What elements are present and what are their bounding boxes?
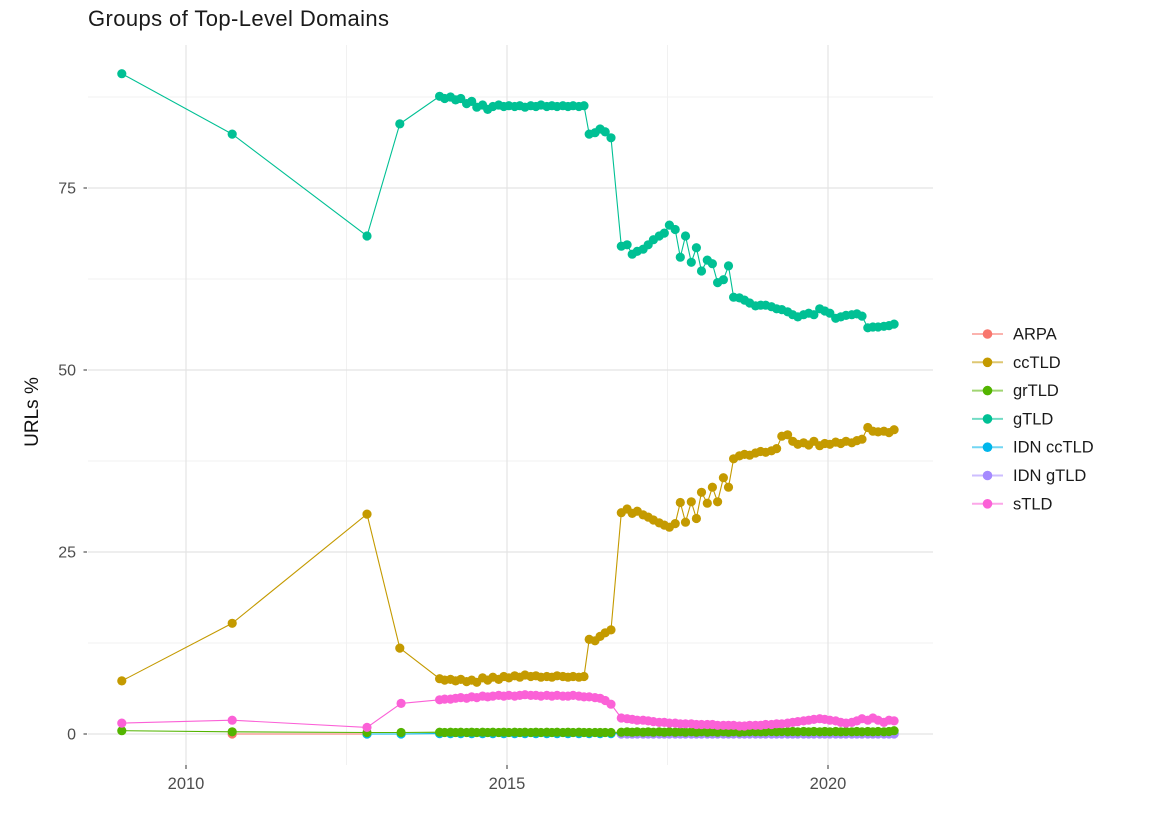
legend-key-dot <box>982 414 993 424</box>
data-point <box>702 498 712 508</box>
data-point <box>579 671 589 682</box>
legend-item-grtld: grTLD <box>972 382 1059 400</box>
series-gtld <box>117 69 899 333</box>
data-point <box>622 240 632 250</box>
data-point <box>579 101 589 111</box>
legend-key-dot <box>982 499 993 509</box>
data-point <box>713 497 723 507</box>
legend-label: ccTLD <box>1013 354 1061 372</box>
data-point <box>809 310 819 320</box>
legend-key-dot <box>982 329 993 339</box>
data-point <box>857 311 867 321</box>
data-point <box>718 275 729 285</box>
data-point <box>707 259 718 269</box>
legend-label: IDN gTLD <box>1013 467 1086 485</box>
chart-legend: ARPA ccTLD grTLD gTLD IDN ccTLD IDN gTLD sTLD <box>972 326 1094 513</box>
data-point <box>680 231 691 241</box>
data-point <box>696 487 707 497</box>
legend-key-dot <box>982 357 993 368</box>
series-grtld <box>117 726 899 738</box>
data-point <box>117 676 127 686</box>
x-tick-label: 2015 <box>489 775 526 793</box>
data-point <box>675 497 685 508</box>
major-gridlines <box>88 45 933 765</box>
legend-item-stld: sTLD <box>972 495 1053 513</box>
data-point <box>857 434 867 444</box>
data-point <box>117 726 127 736</box>
data-point <box>889 716 899 726</box>
data-point <box>691 513 702 524</box>
legend-key-dot <box>982 442 993 453</box>
data-point <box>723 482 734 492</box>
data-point <box>659 228 669 238</box>
x-tick-label: 2020 <box>810 775 847 793</box>
data-point <box>117 69 127 79</box>
legend-item-idn-gtld: IDN gTLD <box>972 467 1086 485</box>
data-point <box>395 643 405 653</box>
data-point <box>396 727 406 738</box>
data-point <box>227 727 237 737</box>
data-point <box>606 727 616 738</box>
series-stld <box>117 690 899 733</box>
legend-label: IDN ccTLD <box>1013 439 1094 457</box>
legend-key-dot <box>982 385 993 396</box>
data-point <box>680 517 691 527</box>
legend-item-idn-cctld: IDN ccTLD <box>972 439 1094 457</box>
legend-item-arpa: ARPA <box>972 326 1057 344</box>
data-point <box>889 425 899 435</box>
data-point <box>723 261 734 271</box>
data-point <box>686 497 696 507</box>
data-point <box>227 129 237 139</box>
data-point <box>686 257 696 267</box>
data-point <box>691 243 702 253</box>
legend-item-cctld: ccTLD <box>972 354 1061 372</box>
chart-title: Groups of Top-Level Domains <box>88 6 390 31</box>
data-point <box>707 482 718 492</box>
data-point <box>889 319 899 329</box>
y-tick-label: 75 <box>58 181 76 198</box>
data-point <box>117 718 127 728</box>
legend-label: grTLD <box>1013 382 1059 400</box>
legend-item-gtld: gTLD <box>972 410 1053 428</box>
data-point <box>606 133 616 143</box>
data-point <box>362 722 372 733</box>
data-point <box>227 715 237 725</box>
data-point <box>362 231 372 241</box>
data-point <box>718 473 729 483</box>
data-point <box>889 726 899 736</box>
series-arpa <box>227 729 372 739</box>
data-point <box>362 509 372 519</box>
y-tick-label: 0 <box>67 727 76 744</box>
y-tick-label: 25 <box>58 545 76 562</box>
data-point <box>227 618 237 628</box>
data-point <box>396 698 406 709</box>
y-tick-label: 50 <box>58 363 76 380</box>
data-point <box>600 127 610 137</box>
x-axis-tick-labels: 2010 2015 2020 <box>168 775 847 793</box>
data-point <box>395 119 405 129</box>
axis-ticks <box>83 187 829 769</box>
series-cctld <box>117 422 899 687</box>
legend-label: gTLD <box>1013 410 1053 428</box>
minor-gridlines <box>88 45 933 765</box>
legend-label: ARPA <box>1013 326 1057 344</box>
y-axis-tick-labels: 0 25 50 75 <box>58 181 76 744</box>
data-point <box>606 625 616 635</box>
x-tick-label: 2010 <box>168 775 205 793</box>
data-point <box>783 430 793 440</box>
data-point <box>772 444 782 454</box>
legend-key-dot <box>982 470 993 481</box>
data-point <box>670 519 680 529</box>
legend-label: sTLD <box>1013 495 1053 513</box>
data-point <box>606 699 616 709</box>
data-point <box>670 224 680 235</box>
data-point <box>675 252 685 262</box>
data-point <box>696 266 707 276</box>
